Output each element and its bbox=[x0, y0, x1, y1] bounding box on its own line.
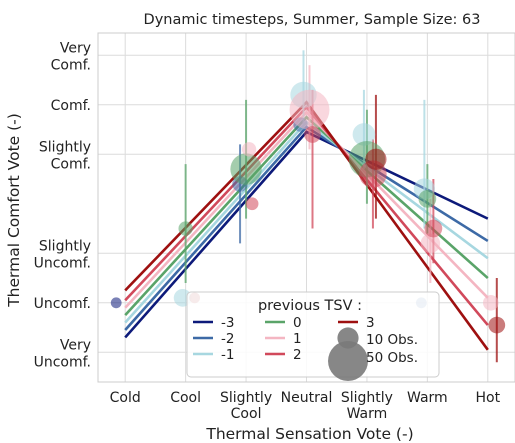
y-tick-line: Comf. bbox=[51, 98, 91, 114]
y-tick-line: Uncomf. bbox=[34, 255, 91, 271]
y-tick-label: Comf. bbox=[51, 98, 91, 114]
y-tick-label: Slightly Comf. bbox=[39, 139, 91, 172]
legend-label-0: 0 bbox=[293, 315, 302, 331]
point--3 bbox=[110, 297, 122, 309]
x-tick-label: Warm bbox=[407, 390, 448, 406]
y-tick-label: Very Comf. bbox=[51, 40, 91, 73]
point--1 bbox=[352, 123, 376, 146]
legend-label-1: 1 bbox=[293, 331, 302, 347]
legend-label-3: 3 bbox=[366, 315, 375, 331]
y-tick-line: Comf. bbox=[51, 156, 91, 172]
chart-title: Dynamic timesteps, Summer, Sample Size: … bbox=[144, 12, 481, 28]
point-3 bbox=[365, 148, 387, 170]
legend-title: previous TSV : bbox=[258, 298, 362, 314]
point-0 bbox=[178, 221, 193, 236]
y-tick-label: Very Uncomf. bbox=[34, 337, 91, 370]
legend-label--2: -2 bbox=[221, 331, 234, 347]
point-2 bbox=[424, 219, 443, 238]
point-1 bbox=[241, 142, 257, 157]
point-3 bbox=[488, 316, 506, 334]
y-tick-line: Slightly bbox=[39, 139, 91, 155]
x-tick-line: Warm bbox=[347, 406, 388, 422]
point-1 bbox=[289, 89, 330, 130]
legend-label--1: -1 bbox=[221, 347, 234, 363]
y-tick-line: Very bbox=[60, 337, 91, 353]
point-1 bbox=[483, 294, 499, 311]
y-tick-line: Uncomf. bbox=[34, 354, 91, 370]
y-tick-line: Very bbox=[60, 40, 91, 56]
x-tick-line: Neutral bbox=[281, 390, 333, 406]
plot-frame bbox=[97, 32, 515, 383]
y-tick-label: Slightly Uncomf. bbox=[34, 238, 91, 271]
point-2 bbox=[245, 197, 259, 211]
x-tick-line: Slightly bbox=[220, 390, 272, 406]
legend-label-2: 2 bbox=[293, 347, 302, 363]
point-2 bbox=[304, 126, 321, 143]
legend-label--3: -3 bbox=[221, 315, 234, 331]
y-axis-label: Thermal Comfort Vote (-) bbox=[5, 113, 23, 308]
legend-size-label: 50 Obs. bbox=[366, 350, 418, 366]
legend-size-label: 10 Obs. bbox=[366, 332, 418, 348]
x-axis-label: Thermal Sensation Vote (-) bbox=[205, 425, 413, 443]
legend-box bbox=[186, 291, 440, 378]
x-tick-line: Slightly bbox=[341, 390, 393, 406]
y-tick-line: Slightly bbox=[39, 238, 91, 254]
point-0 bbox=[230, 153, 262, 185]
x-tick-line: Cold bbox=[110, 390, 141, 406]
y-tick-label: Uncomf. bbox=[34, 296, 91, 312]
y-tick-line: Comf. bbox=[51, 57, 91, 73]
legend: previous TSV : -3-2-1 012 310 Obs. 50 Obs. bbox=[186, 291, 440, 381]
x-tick-label: Hot bbox=[476, 390, 501, 406]
x-tick-label: Neutral bbox=[281, 390, 333, 406]
x-tick-line: Hot bbox=[476, 390, 501, 406]
point-1 bbox=[420, 233, 441, 254]
data-points bbox=[110, 81, 506, 334]
x-tick-label: Cool bbox=[170, 390, 201, 406]
x-tick-line: Warm bbox=[407, 390, 448, 406]
x-tick-label: Slightly Cool bbox=[220, 390, 272, 422]
legend-size-large bbox=[328, 341, 368, 381]
point-0 bbox=[418, 189, 437, 208]
x-tick-line: Cool bbox=[170, 390, 201, 406]
y-tick-line: Uncomf. bbox=[34, 296, 91, 312]
x-tick-line: Cool bbox=[231, 406, 262, 422]
x-tick-label: Cold bbox=[110, 390, 141, 406]
x-tick-label: Slightly Warm bbox=[341, 390, 393, 422]
y-axis-ticks: Very Comf.Comf.Slightly Comf.Slightly Uncom… bbox=[34, 40, 91, 370]
